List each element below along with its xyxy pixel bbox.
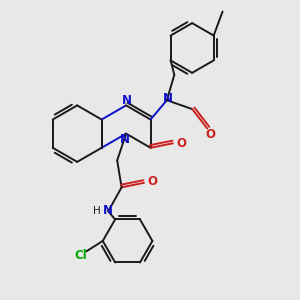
Text: N: N <box>164 92 173 105</box>
Text: Cl: Cl <box>75 249 87 262</box>
Text: O: O <box>206 128 216 141</box>
Text: O: O <box>147 176 157 188</box>
Text: H: H <box>93 206 101 216</box>
Text: N: N <box>120 133 130 146</box>
Text: N: N <box>103 204 113 217</box>
Text: O: O <box>176 137 186 150</box>
Text: N: N <box>122 94 132 107</box>
